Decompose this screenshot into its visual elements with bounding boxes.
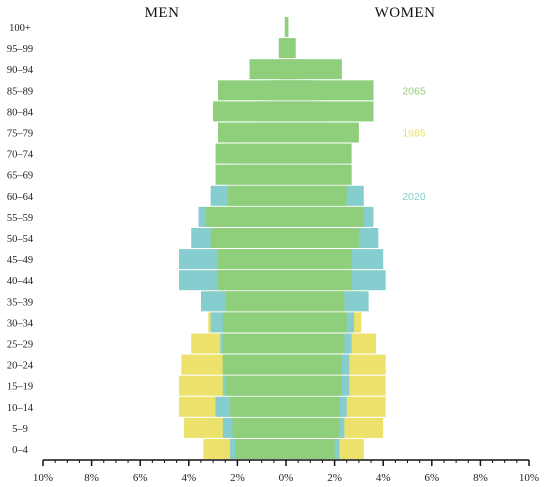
- age-label-65-69: 65–69: [7, 171, 33, 182]
- age-labels: 0–4 5–9 10–14 15–19 20–24 25–29 30–34 35–39 40–4…: [7, 23, 34, 456]
- x-tick-label: 10%: [519, 472, 539, 484]
- age-label-100: 100+: [9, 23, 31, 34]
- x-tick-label: 4%: [181, 472, 196, 484]
- age-label-85-89: 85–89: [7, 86, 33, 97]
- age-label-0-4: 0–4: [12, 445, 29, 456]
- series-label-2065: 2065: [402, 85, 426, 97]
- bar-men-2065-70-74: [215, 143, 286, 164]
- bar-men-2065-35-39: [225, 291, 286, 312]
- age-label-45-49: 45–49: [7, 255, 33, 266]
- bar-men-2065-25-29: [222, 333, 286, 354]
- bar-men-2065-80-84: [213, 101, 286, 122]
- bar-men-2065-55-59: [205, 206, 286, 227]
- x-tick-label: 6%: [133, 472, 148, 484]
- bar-men-2065-90-94: [249, 59, 286, 80]
- x-tick-label: 4%: [376, 472, 391, 484]
- age-label-95-99: 95–99: [7, 44, 33, 55]
- x-axis: 10% 8% 6% 4% 2% 0% 2% 4% 6% 8% 10%: [33, 459, 539, 484]
- age-label-25-29: 25–29: [7, 340, 33, 351]
- bar-men-2065-50-54: [210, 228, 286, 248]
- age-label-80-84: 80–84: [7, 107, 34, 118]
- men-title: MEN: [145, 5, 180, 21]
- bar-women-2065-65-69: [286, 164, 352, 185]
- bar-women-2065-50-54: [286, 228, 359, 248]
- age-label-55-59: 55–59: [7, 213, 33, 224]
- bar-women-2065-20-24: [286, 354, 342, 375]
- bar-men-2065-85-89: [217, 80, 286, 101]
- age-label-40-44: 40–44: [7, 276, 34, 287]
- bar-women-2065-80-84: [286, 101, 374, 122]
- bar-women-2065-90-94: [286, 59, 342, 80]
- bar-women-2065-5-9: [286, 417, 340, 438]
- bars-layer: [179, 17, 386, 459]
- bar-women-2065-60-64: [286, 185, 347, 206]
- bar-women-2065-35-39: [286, 291, 345, 312]
- bar-women-2065-100: [286, 17, 289, 37]
- bar-women-2065-30-34: [286, 312, 347, 333]
- bar-men-2065-60-64: [227, 185, 286, 206]
- age-label-35-39: 35–39: [7, 297, 33, 308]
- series-label-2020: 2020: [402, 191, 426, 203]
- bar-men-2065-100: [284, 17, 286, 37]
- series-label-1985: 1985: [402, 128, 426, 140]
- x-tick-label: 2%: [230, 472, 245, 484]
- x-tick-label: 0%: [279, 472, 294, 484]
- age-label-10-14: 10–14: [7, 403, 34, 414]
- bar-men-2065-20-24: [222, 354, 286, 375]
- bar-women-2065-25-29: [286, 333, 345, 354]
- bar-women-2065-45-49: [286, 249, 352, 270]
- bar-women-2065-75-79: [286, 122, 359, 143]
- age-label-50-54: 50–54: [7, 234, 34, 245]
- series-labels: 1985 2020 2065: [402, 85, 426, 203]
- age-label-15-19: 15–19: [7, 382, 33, 393]
- age-label-70-74: 70–74: [7, 150, 34, 161]
- bar-men-2065-0-4: [234, 439, 286, 459]
- age-label-90-94: 90–94: [7, 65, 34, 76]
- x-tick-label: 8%: [84, 472, 99, 484]
- bar-women-2065-95-99: [286, 38, 296, 59]
- age-label-20-24: 20–24: [7, 361, 34, 372]
- bar-women-2065-15-19: [286, 375, 342, 396]
- x-tick-label: 6%: [424, 472, 439, 484]
- x-tick-label: 10%: [33, 472, 53, 484]
- bar-men-2065-65-69: [215, 164, 286, 185]
- x-tick-label: 2%: [327, 472, 342, 484]
- bar-women-2065-0-4: [286, 439, 335, 459]
- women-title: WOMEN: [375, 5, 436, 21]
- bar-men-2065-75-79: [217, 122, 286, 143]
- bar-men-2065-40-44: [217, 270, 286, 291]
- bar-women-2065-70-74: [286, 143, 352, 164]
- age-label-30-34: 30–34: [7, 318, 34, 329]
- x-tick-label: 8%: [473, 472, 488, 484]
- bar-women-2065-40-44: [286, 270, 352, 291]
- bar-men-2065-95-99: [278, 38, 286, 59]
- age-label-60-64: 60–64: [7, 192, 34, 203]
- bar-men-2065-10-14: [230, 396, 286, 417]
- bar-women-2065-85-89: [286, 80, 374, 101]
- bar-women-2065-55-59: [286, 206, 364, 227]
- bar-men-2065-5-9: [232, 417, 286, 438]
- bar-women-2065-10-14: [286, 396, 340, 417]
- age-label-5-9: 5–9: [12, 424, 28, 435]
- age-label-75-79: 75–79: [7, 129, 33, 140]
- bar-men-2065-15-19: [225, 375, 286, 396]
- bar-men-2065-45-49: [217, 249, 286, 270]
- bar-men-2065-30-34: [222, 312, 286, 333]
